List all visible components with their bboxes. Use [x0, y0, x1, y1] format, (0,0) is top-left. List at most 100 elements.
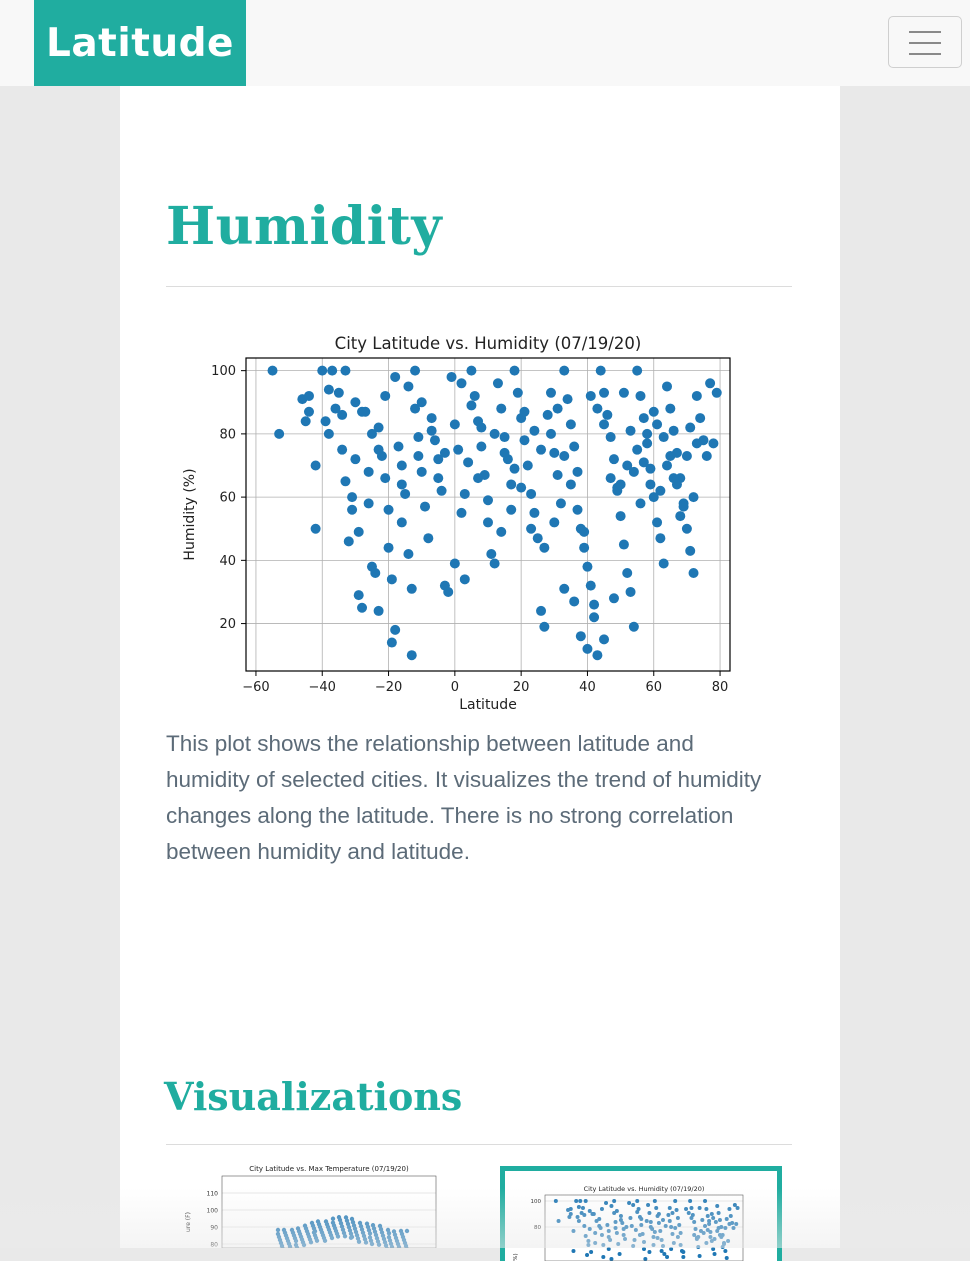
thumbnail-point [723, 1249, 727, 1253]
scatter-point [655, 486, 665, 496]
thumbnail-point [612, 1199, 616, 1203]
scatter-point [626, 587, 636, 597]
thumbnail-point [368, 1235, 372, 1239]
scatter-point [357, 407, 367, 417]
thumbnail-point [616, 1242, 620, 1246]
scatter-point [374, 606, 384, 616]
scatter-point [476, 423, 486, 433]
scatter-point [599, 634, 609, 644]
scatter-point [384, 543, 394, 553]
thumbnail-point [706, 1214, 710, 1218]
thumbnail-y-label: %) [513, 1253, 519, 1260]
scatter-point [473, 473, 483, 483]
thumbnail-point [654, 1206, 658, 1210]
scatter-point [374, 445, 384, 455]
thumbnail-point [689, 1206, 693, 1210]
scatter-point [675, 511, 685, 521]
scatter-point [582, 562, 592, 572]
thumbnail-point [668, 1206, 672, 1210]
thumbnail-point [715, 1229, 719, 1233]
thumbnail-point [673, 1199, 677, 1203]
thumbnail-point [571, 1249, 575, 1253]
thumbnail-point [605, 1223, 609, 1227]
scatter-point [384, 505, 394, 515]
thumbnail-point [668, 1219, 672, 1223]
x-tick-label: 80 [712, 680, 729, 695]
thumbnail-point [688, 1199, 692, 1203]
scatter-point [708, 438, 718, 448]
thumbnail-point [294, 1243, 298, 1247]
thumbnail-point [634, 1228, 638, 1232]
scatter-point [619, 540, 629, 550]
x-tick-label: −60 [242, 680, 269, 695]
scatter-point [367, 429, 377, 439]
scatter-point [324, 385, 334, 395]
scatter-point [632, 366, 642, 376]
thumbnail-point [642, 1240, 646, 1244]
thumbnail-y-tick: 100 [207, 1208, 219, 1215]
thumbnail-point [638, 1233, 642, 1237]
thumbnail-y-tick: 110 [207, 1191, 219, 1198]
thumbnail-point [670, 1211, 674, 1215]
thumbnail-point [639, 1217, 643, 1221]
scatter-point [526, 489, 536, 499]
thumbnail-point [672, 1241, 676, 1245]
scatter-point [403, 381, 413, 391]
thumbnail-max-temperature[interactable]: City Latitude vs. Max Temperature (07/19… [170, 1146, 440, 1248]
thumbnail-point [600, 1207, 604, 1211]
title-divider [166, 286, 792, 287]
thumbnail-title: City Latitude vs. Humidity (07/19/20) [584, 1185, 705, 1193]
scatter-point [466, 366, 476, 376]
thumbnail-point [639, 1223, 643, 1227]
navbar-brand[interactable]: Latitude [34, 0, 246, 86]
thumbnail-point [710, 1212, 714, 1216]
thumbnail-point [584, 1234, 588, 1238]
scatter-point [483, 495, 493, 505]
scatter-point [533, 533, 543, 543]
thumbnail-point [734, 1222, 738, 1226]
scatter-point [712, 388, 722, 398]
thumbnail-point [597, 1224, 601, 1228]
thumbnail-point [666, 1213, 670, 1217]
thumbnail-point [714, 1220, 718, 1224]
thumbnail-point [732, 1226, 736, 1230]
thumbnail-point [569, 1207, 573, 1211]
thumbnail-point [378, 1224, 382, 1228]
scatter-point [606, 432, 616, 442]
scatter-point [592, 404, 602, 414]
scatter-point [576, 631, 586, 641]
menu-toggle-button[interactable] [888, 16, 962, 68]
x-tick-label: −20 [375, 680, 402, 695]
scatter-point [659, 559, 669, 569]
scatter-point [639, 457, 649, 467]
scatter-point [679, 502, 689, 512]
scatter-point [616, 511, 626, 521]
hamburger-menu-icon [909, 31, 941, 33]
scatter-point [490, 429, 500, 439]
scatter-point [642, 438, 652, 448]
scatter-point [506, 479, 516, 489]
thumbnail-point [585, 1253, 589, 1257]
thumbnail-point [590, 1212, 594, 1216]
thumbnail-humidity-selected[interactable]: City Latitude vs. Humidity (07/19/20)100… [500, 1166, 782, 1261]
thumbnail-point [324, 1219, 328, 1223]
thumbnail-point [721, 1245, 725, 1249]
y-axis-label: Humidity (%) [182, 468, 198, 560]
thumbnail-point [657, 1212, 661, 1216]
scatter-point [519, 407, 529, 417]
thumbnail-point [649, 1220, 653, 1224]
scatter-point [387, 638, 397, 648]
scatter-point [370, 568, 380, 578]
thumbnail-point [630, 1224, 634, 1228]
scatter-point [450, 419, 460, 429]
thumbnail-point [717, 1211, 721, 1215]
scatter-point [450, 559, 460, 569]
thumbnail-point [633, 1238, 637, 1242]
thumbnail-point [604, 1201, 608, 1205]
scatter-point [327, 366, 337, 376]
thumbnail-point [557, 1219, 561, 1223]
scatter-point [268, 366, 278, 376]
thumbnail-point [577, 1205, 581, 1209]
scatter-point [682, 524, 692, 534]
